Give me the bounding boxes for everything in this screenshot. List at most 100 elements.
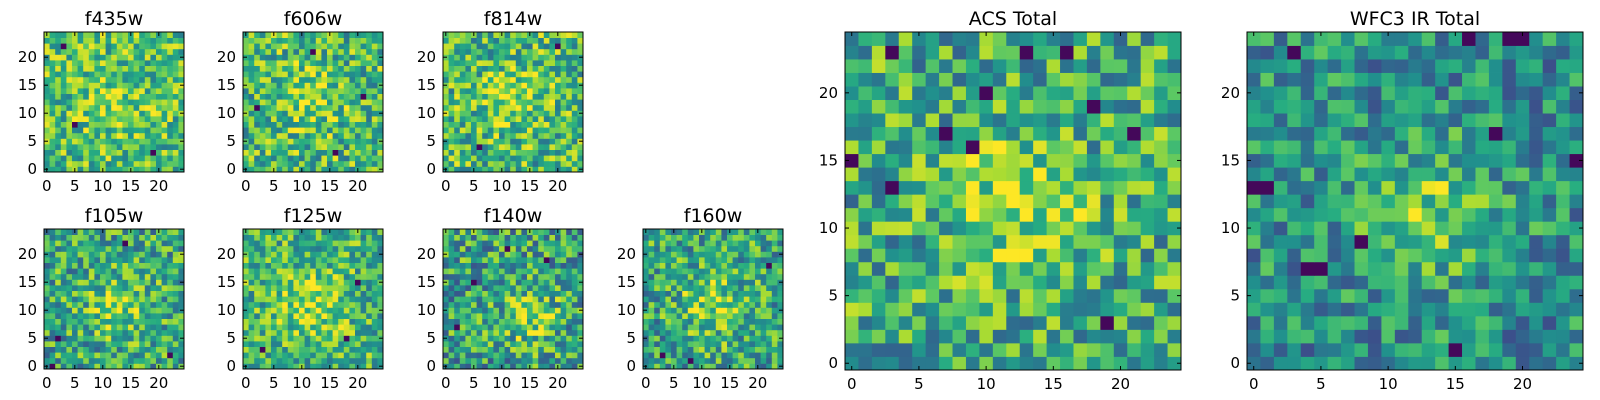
- heatmap-cell: [704, 251, 711, 258]
- heatmap-cell: [293, 132, 300, 139]
- heatmap-cell: [487, 93, 494, 100]
- heatmap-cell: [687, 296, 694, 303]
- heatmap-cell: [77, 138, 84, 145]
- heatmap-cell: [265, 290, 272, 297]
- heatmap-cell: [66, 324, 73, 331]
- heatmap-cell: [515, 121, 522, 128]
- heatmap-cell: [459, 329, 466, 336]
- heatmap-cell: [471, 262, 477, 269]
- heatmap-cell: [299, 71, 305, 78]
- heatmap-cell: [94, 301, 101, 308]
- heatmap-cell: [83, 88, 90, 94]
- heatmap-cell: [349, 37, 356, 44]
- heatmap-cell: [560, 346, 567, 353]
- heatmap-cell: [276, 329, 283, 336]
- heatmap-cell: [543, 138, 550, 145]
- heatmap-cell: [88, 285, 95, 291]
- heatmap-cell: [1073, 356, 1088, 371]
- heatmap-cell: [310, 88, 317, 94]
- heatmap-cell: [150, 37, 157, 44]
- heatmap-cell: [338, 48, 345, 55]
- heatmap-cell: [738, 341, 745, 347]
- heatmap-cell: [566, 307, 573, 314]
- heatmap-cell: [1046, 302, 1061, 317]
- heatmap-cell: [871, 248, 886, 263]
- heatmap-cell: [133, 43, 140, 50]
- heatmap-cell: [499, 357, 505, 364]
- heatmap-cell: [60, 301, 67, 308]
- heatmap-cell: [549, 245, 556, 252]
- heatmap-cell: [925, 194, 940, 209]
- heatmap-cell: [845, 234, 859, 249]
- heatmap-cell: [293, 240, 300, 247]
- heatmap-cell: [144, 324, 151, 331]
- heatmap-cell: [760, 346, 767, 353]
- heatmap-cell: [161, 127, 168, 134]
- heatmap-cell: [721, 363, 728, 370]
- heatmap-cell: [510, 234, 517, 241]
- heatmap-cell: [371, 43, 378, 50]
- heatmap-cell: [327, 144, 333, 150]
- heatmap-cell: [549, 99, 556, 106]
- heatmap-cell: [515, 88, 522, 94]
- heatmap-cell: [44, 132, 50, 139]
- heatmap-cell: [282, 341, 289, 347]
- heatmap-cell: [293, 138, 300, 145]
- heatmap-cell: [699, 313, 705, 319]
- heatmap-cell: [443, 285, 449, 291]
- heatmap-cell: [952, 329, 967, 344]
- heatmap-cell: [150, 43, 157, 50]
- heatmap-cell: [172, 245, 179, 252]
- heatmap-cell: [454, 54, 461, 61]
- heatmap-cell: [282, 104, 289, 111]
- heatmap-cell: [83, 363, 90, 370]
- heatmap-cell: [665, 245, 672, 252]
- heatmap-cell: [577, 132, 584, 139]
- heatmap-cell: [299, 99, 305, 106]
- heatmap-cell: [521, 290, 528, 297]
- heatmap-cell: [60, 54, 67, 61]
- heatmap-cell: [293, 160, 300, 167]
- heatmap-cell: [366, 296, 373, 303]
- heatmap-cell: [128, 357, 134, 364]
- heatmap-cell: [515, 149, 522, 156]
- heatmap-cell: [448, 352, 455, 359]
- heatmap-cell: [721, 285, 728, 291]
- heatmap-cell: [1073, 342, 1088, 357]
- heatmap-cell: [178, 60, 185, 66]
- heatmap-cell: [1086, 329, 1101, 344]
- heatmap-cell: [459, 116, 466, 122]
- heatmap-cell: [532, 313, 539, 319]
- heatmap-cell: [128, 88, 134, 94]
- heatmap-cell: [566, 341, 573, 347]
- heatmap-cell: [271, 245, 277, 252]
- heatmap-cell: [254, 234, 261, 241]
- heatmap-cell: [338, 352, 345, 359]
- heatmap-cell: [304, 149, 311, 156]
- heatmap-cell: [560, 138, 567, 145]
- heatmap-cell: [549, 110, 556, 117]
- heatmap-cell: [299, 262, 305, 269]
- heatmap-cell: [538, 37, 545, 44]
- heatmap-cell: [766, 262, 773, 269]
- heatmap-cell: [577, 324, 584, 331]
- heatmap-cell: [49, 251, 56, 258]
- heatmap-cell: [1140, 356, 1155, 371]
- heatmap-cell: [538, 54, 545, 61]
- heatmap-cell: [1140, 315, 1155, 330]
- heatmap-cell: [327, 329, 333, 336]
- heatmap-cell: [510, 307, 517, 314]
- heatmap-cell: [321, 166, 328, 173]
- y-tick-label: 5: [626, 329, 636, 347]
- heatmap-cell: [44, 257, 50, 263]
- heatmap-cell: [94, 234, 101, 241]
- heatmap-cell: [259, 65, 266, 72]
- heatmap-cell: [538, 268, 545, 275]
- heatmap-cell: [259, 279, 266, 286]
- heatmap-cell: [671, 279, 677, 286]
- heatmap-cell: [560, 48, 567, 55]
- heatmap-cell: [366, 116, 373, 122]
- heatmap-cell: [560, 357, 567, 364]
- heatmap-cell: [315, 346, 322, 353]
- heatmap-cell: [327, 268, 333, 275]
